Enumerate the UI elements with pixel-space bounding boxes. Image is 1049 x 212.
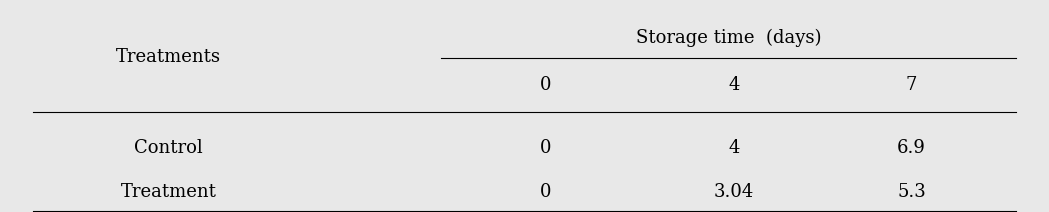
Text: Treatments: Treatments <box>116 48 221 66</box>
Text: 3.04: 3.04 <box>713 183 754 201</box>
Text: Storage time  (days): Storage time (days) <box>636 29 821 47</box>
Text: 6.9: 6.9 <box>897 139 926 157</box>
Text: Treatment: Treatment <box>121 183 217 201</box>
Text: 0: 0 <box>539 139 551 157</box>
Text: Control: Control <box>134 139 204 157</box>
Text: 4: 4 <box>728 76 740 94</box>
Text: 0: 0 <box>539 183 551 201</box>
Text: 0: 0 <box>539 76 551 94</box>
Text: 7: 7 <box>906 76 917 94</box>
Text: 4: 4 <box>728 139 740 157</box>
Text: 5.3: 5.3 <box>897 183 926 201</box>
